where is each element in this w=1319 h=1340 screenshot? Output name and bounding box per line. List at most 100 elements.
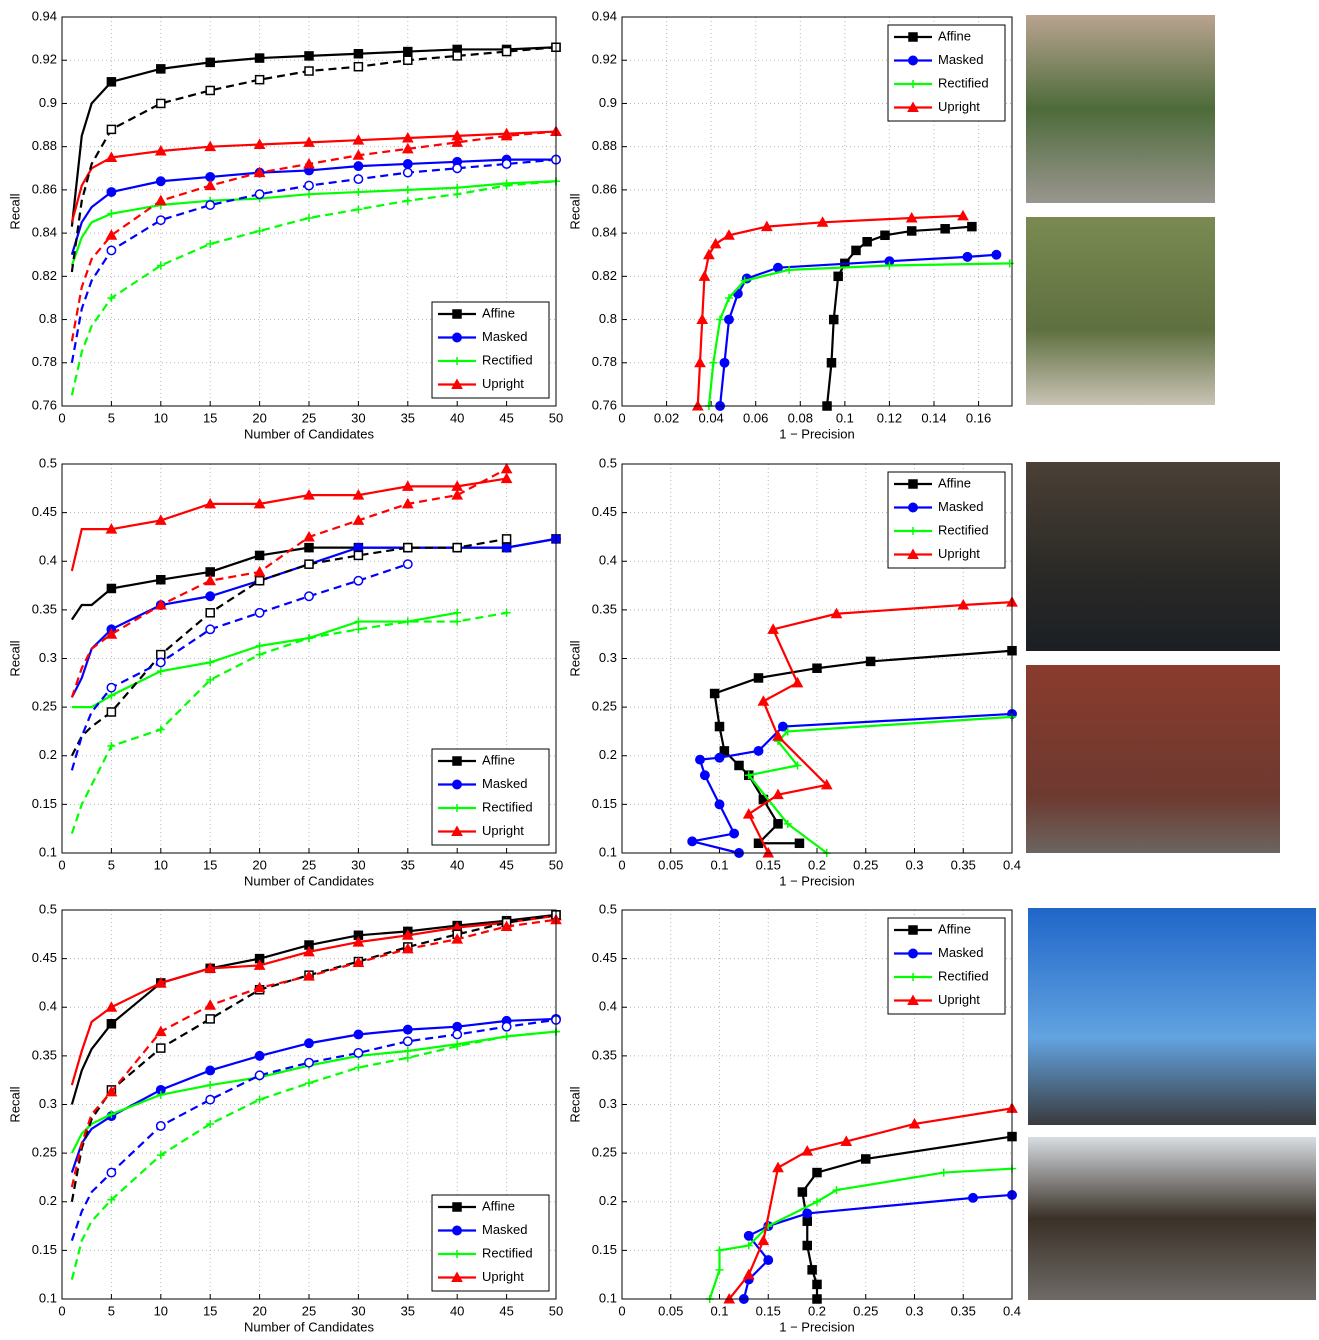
y-tick-label: 0.4: [599, 999, 617, 1014]
y-tick-label: 0.78: [592, 354, 617, 369]
marker: [730, 829, 738, 837]
x-tick-label: 0.35: [951, 1303, 976, 1318]
y-tick-label: 0.15: [592, 1242, 617, 1257]
y-tick-label: 0.8: [39, 311, 57, 326]
series-line: [72, 915, 556, 1105]
marker: [305, 214, 313, 222]
x-tick-label: 0.15: [756, 1303, 781, 1318]
marker: [404, 544, 412, 552]
x-tick-label: 0.1: [710, 1303, 728, 1318]
marker: [256, 642, 264, 650]
marker: [354, 162, 362, 170]
y-tick-label: 0.9: [39, 95, 57, 110]
marker: [305, 544, 313, 552]
marker: [699, 271, 709, 280]
x-tick-label: 0.1: [836, 410, 854, 425]
legend-label: Masked: [938, 499, 984, 514]
photo: [1028, 1137, 1316, 1300]
marker: [354, 577, 362, 585]
marker: [453, 618, 461, 626]
marker: [404, 168, 412, 176]
y-tick-label: 0.86: [592, 181, 617, 196]
chart: 051015202530354045500.10.150.20.250.30.3…: [7, 455, 563, 888]
marker: [968, 223, 976, 231]
marker: [206, 658, 214, 666]
marker: [157, 658, 165, 666]
marker: [206, 240, 214, 248]
marker: [696, 755, 704, 763]
y-axis-label: Recall: [567, 1086, 582, 1122]
marker: [107, 1020, 115, 1028]
marker: [701, 771, 709, 779]
marker: [305, 67, 313, 75]
marker: [157, 667, 165, 675]
marker: [255, 1071, 263, 1079]
x-tick-label: 0.3: [905, 1303, 923, 1318]
legend-label: Upright: [938, 992, 980, 1007]
marker: [157, 216, 165, 224]
y-tick-label: 0.76: [32, 397, 57, 412]
marker: [716, 1246, 724, 1254]
x-axis-label: 1 − Precision: [779, 873, 855, 888]
y-tick-label: 0.2: [39, 1193, 57, 1208]
figure: 051015202530354045500.760.780.80.820.840…: [0, 0, 1319, 1340]
series-line: [72, 181, 556, 265]
y-tick-label: 0.5: [39, 455, 57, 470]
y-tick-label: 0.82: [32, 268, 57, 283]
x-tick-label: 30: [351, 857, 365, 872]
marker: [453, 333, 461, 341]
legend-label: Masked: [482, 1222, 528, 1237]
marker: [720, 359, 728, 367]
y-tick-label: 0.35: [32, 601, 57, 616]
marker: [206, 625, 214, 633]
marker: [711, 239, 721, 248]
y-tick-label: 0.15: [592, 796, 617, 811]
marker: [716, 1266, 724, 1274]
marker: [803, 1217, 811, 1225]
marker: [453, 757, 461, 765]
legend-label: Upright: [482, 823, 524, 838]
marker: [716, 723, 724, 731]
marker: [941, 225, 949, 233]
x-tick-label: 0: [58, 1303, 65, 1318]
marker: [404, 1047, 412, 1055]
marker: [453, 310, 461, 318]
marker: [354, 205, 362, 213]
marker: [404, 186, 412, 194]
y-tick-label: 0.5: [599, 901, 617, 916]
y-tick-label: 0.4: [599, 553, 617, 568]
marker: [808, 1266, 816, 1274]
y-tick-label: 0.94: [32, 8, 57, 23]
chart: 00.020.040.060.080.10.120.140.160.760.78…: [567, 8, 1013, 441]
series-line: [72, 920, 556, 1187]
x-tick-label: 0.25: [853, 857, 878, 872]
x-tick-label: 15: [203, 857, 217, 872]
x-tick-label: 0.35: [951, 857, 976, 872]
series-line: [72, 613, 457, 707]
marker: [107, 125, 115, 133]
y-tick-label: 0.25: [32, 1145, 57, 1160]
marker: [754, 747, 762, 755]
marker: [305, 1039, 313, 1047]
marker: [803, 1209, 811, 1217]
page: {"chart_data": [ {"type": "line", "xlabe…: [0, 0, 1319, 1340]
marker: [256, 651, 264, 659]
x-tick-label: 5: [108, 1303, 115, 1318]
marker: [354, 618, 362, 626]
legend-label: Masked: [938, 945, 984, 960]
y-tick-label: 0.3: [39, 1096, 57, 1111]
marker: [453, 544, 461, 552]
marker: [453, 164, 461, 172]
marker: [305, 181, 313, 189]
marker: [716, 316, 724, 324]
y-tick-label: 0.45: [592, 950, 617, 965]
marker: [206, 1066, 214, 1074]
series-line: [72, 916, 556, 1085]
marker: [256, 1096, 264, 1104]
x-tick-label: 0.2: [808, 1303, 826, 1318]
marker: [206, 592, 214, 600]
marker: [354, 1030, 362, 1038]
y-axis-label: Recall: [7, 640, 22, 676]
marker: [774, 820, 782, 828]
marker: [744, 1270, 754, 1279]
